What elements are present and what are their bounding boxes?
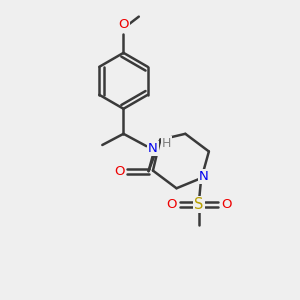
- Text: H: H: [161, 137, 171, 150]
- Text: N: N: [148, 142, 158, 155]
- Text: S: S: [194, 197, 204, 212]
- Text: O: O: [114, 165, 124, 178]
- Text: O: O: [118, 18, 129, 32]
- Text: N: N: [199, 170, 209, 183]
- Text: O: O: [167, 198, 177, 211]
- Text: O: O: [221, 198, 232, 211]
